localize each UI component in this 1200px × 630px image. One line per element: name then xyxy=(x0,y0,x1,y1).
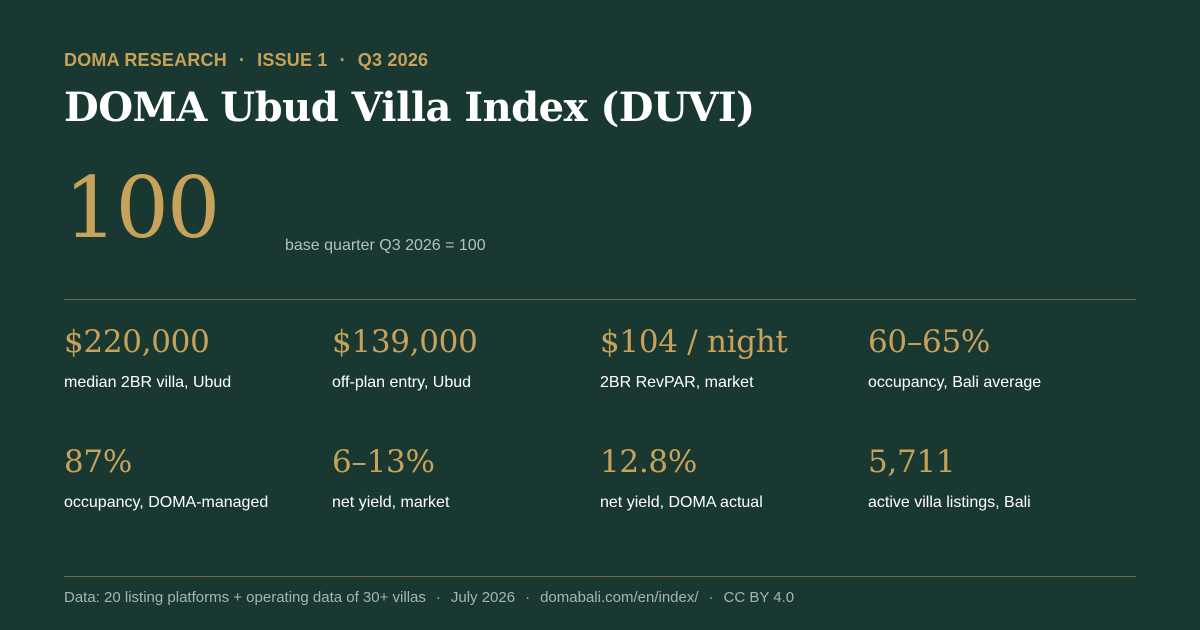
eyebrow-separator: · xyxy=(339,50,346,70)
stat-value: 6–13% xyxy=(332,444,435,480)
stat-occupancy-bali: 60–65% occupancy, Bali average xyxy=(868,320,1136,440)
eyebrow-separator: · xyxy=(238,50,246,70)
stat-value: 12.8% xyxy=(600,444,697,480)
divider-top xyxy=(64,299,1136,300)
stat-median-villa: $220,000 median 2BR villa, Ubud xyxy=(64,320,332,440)
page-title: DOMA Ubud Villa Index (DUVI) xyxy=(64,84,755,131)
issue-label: ISSUE 1 xyxy=(257,50,328,70)
quarter-label: Q3 2026 xyxy=(357,50,429,70)
stat-label: active villa listings, Bali xyxy=(868,494,1031,511)
stat-value: $104 / night xyxy=(600,324,788,360)
stat-label: net yield, market xyxy=(332,494,450,511)
footer-separator: · xyxy=(435,589,441,606)
footer-separator: · xyxy=(525,589,531,606)
publisher-label: DOMA RESEARCH xyxy=(64,50,227,70)
stat-net-yield-market: 6–13% net yield, market xyxy=(332,440,600,560)
stat-occupancy-doma: 87% occupancy, DOMA-managed xyxy=(64,440,332,560)
stat-label: occupancy, Bali average xyxy=(868,374,1042,391)
stat-value: 87% xyxy=(64,444,133,480)
footer-source: Data: 20 listing platforms + operating d… xyxy=(64,589,426,606)
divider-bottom xyxy=(64,576,1136,577)
stat-label: occupancy, DOMA-managed xyxy=(64,494,269,511)
eyebrow: DOMA RESEARCH · ISSUE 1 · Q3 2026 xyxy=(64,50,428,71)
stat-revpar: $104 / night 2BR RevPAR, market xyxy=(600,320,868,440)
stats-grid: $220,000 median 2BR villa, Ubud $139,000… xyxy=(64,320,1136,560)
hero-index-value: 100 xyxy=(64,159,220,257)
stat-label: 2BR RevPAR, market xyxy=(600,374,754,391)
stat-value: 60–65% xyxy=(868,324,991,360)
stat-value: 5,711 xyxy=(868,444,956,480)
stat-value: $220,000 xyxy=(64,324,210,360)
stat-net-yield-doma: 12.8% net yield, DOMA actual xyxy=(600,440,868,560)
stat-value: $139,000 xyxy=(332,324,478,360)
stat-off-plan-entry: $139,000 off-plan entry, Ubud xyxy=(332,320,600,440)
footer-date: July 2026 xyxy=(450,589,516,606)
footer: Data: 20 listing platforms + operating d… xyxy=(64,589,794,606)
footer-license: CC BY 4.0 xyxy=(723,589,795,606)
stat-label: off-plan entry, Ubud xyxy=(332,374,472,391)
stat-label: net yield, DOMA actual xyxy=(600,494,763,511)
stat-label: median 2BR villa, Ubud xyxy=(64,374,232,391)
footer-url[interactable]: domabali.com/en/index/ xyxy=(540,589,699,606)
hero-caption: base quarter Q3 2026 = 100 xyxy=(285,237,486,254)
footer-separator: · xyxy=(708,589,714,606)
stat-active-listings: 5,711 active villa listings, Bali xyxy=(868,440,1136,560)
